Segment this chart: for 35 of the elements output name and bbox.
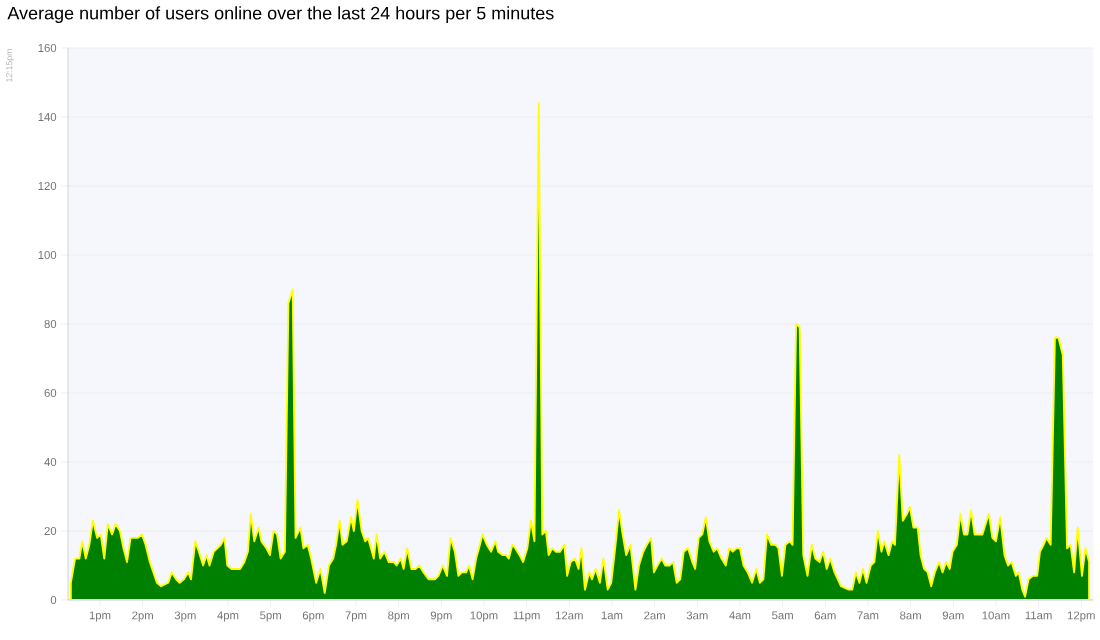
y-tick-label: 40 (44, 458, 57, 467)
x-tick-label: 2pm (132, 611, 153, 622)
x-tick-label: 3am (686, 611, 708, 620)
y-tick-label: 60 (44, 389, 57, 398)
x-tick-label: 9pm (430, 611, 452, 622)
y-tick-label: 120 (38, 182, 57, 190)
x-tick-label: 2am (644, 611, 665, 620)
x-tick-label: 9am (942, 611, 964, 620)
x-tick-label: 7am (857, 611, 879, 620)
y-tick-label: 80 (44, 320, 57, 328)
x-tick-label: 11pm (513, 611, 540, 622)
text: 12:15pm (6, 49, 14, 82)
y-tick-label: 0 (50, 596, 57, 605)
x-tick-label: 5pm (260, 611, 281, 622)
x-tick-label: 6am (814, 611, 836, 620)
y-tick-label: 20 (44, 527, 57, 536)
x-tick-label: 12pm (1067, 611, 1095, 622)
x-tick-label: 1pm (89, 611, 111, 622)
x-tick-label: 12am (555, 611, 583, 620)
chart-title: Average number of users online over the last 24 hours per 5 minutes (7, 6, 554, 24)
x-tick-label: 6pm (302, 611, 324, 622)
x-tick-label: 11am (1025, 611, 1052, 620)
x-tick-label: 8pm (388, 611, 409, 622)
y-tick-label: 160 (38, 43, 57, 52)
x-tick-label: 10am (982, 611, 1010, 620)
x-tick-label: 4pm (217, 611, 239, 622)
y-tick-label: 140 (38, 113, 57, 121)
x-tick-label: 4am (729, 611, 751, 620)
x-tick-label: 5am (772, 611, 793, 620)
x-tick-label: 10pm (470, 611, 498, 622)
x-tick-label: 3pm (174, 611, 196, 622)
x-tick-label: 1am (601, 611, 623, 620)
x-tick-label: 8am (900, 611, 921, 620)
y-tick-label: 100 (38, 251, 57, 259)
x-tick-label: 7pm (345, 611, 367, 622)
